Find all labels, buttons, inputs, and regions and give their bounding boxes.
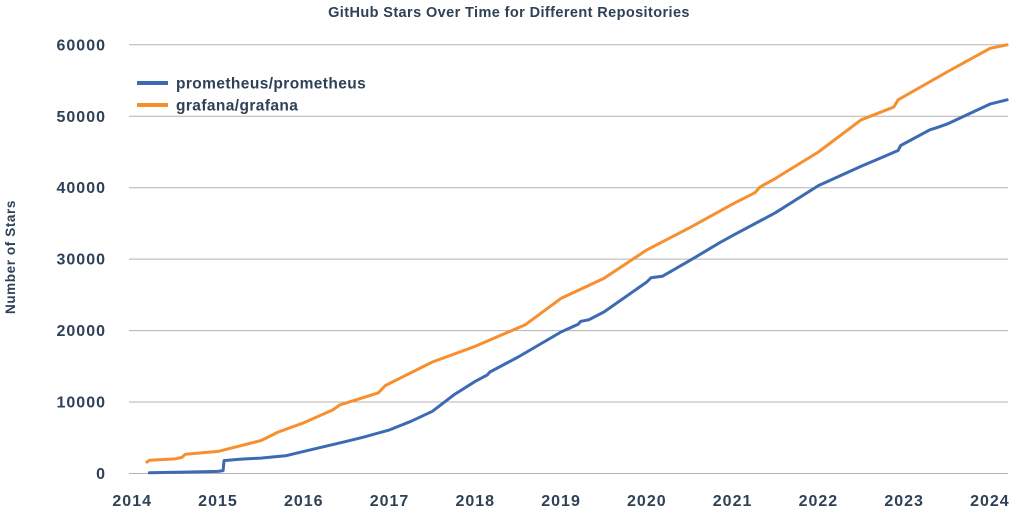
y-tick-label: 60000 xyxy=(57,37,107,54)
x-tick-label: 2020 xyxy=(627,493,667,510)
y-tick-label: 30000 xyxy=(57,252,107,269)
legend-label-grafana: grafana/grafana xyxy=(176,98,298,115)
x-tick-label: 2016 xyxy=(284,493,324,510)
series-line-prometheus xyxy=(147,98,1009,475)
y-tick-label: 50000 xyxy=(57,109,107,126)
y-tick-label: 0 xyxy=(96,466,106,483)
x-tick-label: 2018 xyxy=(455,493,495,510)
legend-label-prometheus: prometheus/prometheus xyxy=(176,76,366,93)
series-line-grafana xyxy=(145,43,1009,464)
x-tick-label: 2017 xyxy=(370,493,410,510)
x-tick-label: 2014 xyxy=(112,493,152,510)
x-tick-label: 2015 xyxy=(198,493,238,510)
y-tick-label: 10000 xyxy=(57,395,107,412)
x-tick-label: 2019 xyxy=(541,493,581,510)
x-tick-label: 2023 xyxy=(884,493,924,510)
chart-title: GitHub Stars Over Time for Different Rep… xyxy=(328,5,690,21)
x-tick-label: 2024 xyxy=(970,493,1010,510)
y-tick-label: 40000 xyxy=(57,180,107,197)
x-tick-label: 2022 xyxy=(799,493,839,510)
x-tick-label: 2021 xyxy=(713,493,753,510)
y-tick-label: 20000 xyxy=(57,323,107,340)
